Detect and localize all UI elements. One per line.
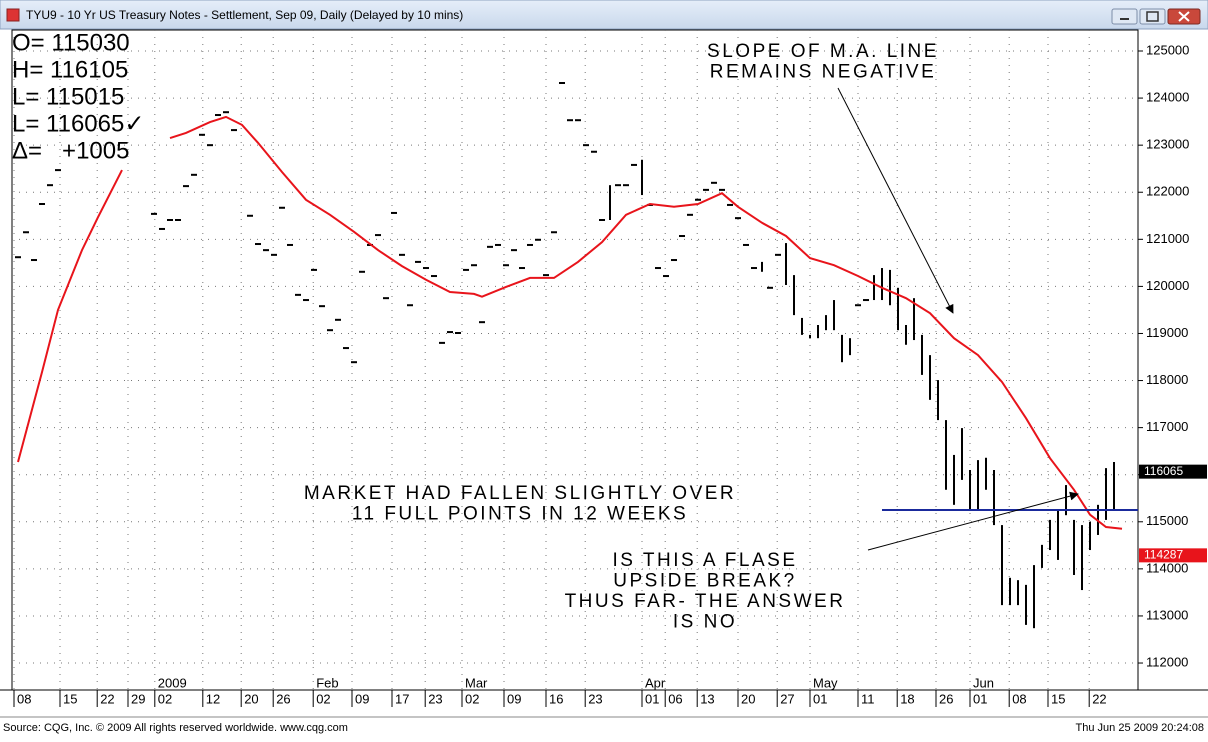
x-tick-label: 09 — [507, 691, 521, 706]
x-tick-label: 11 — [861, 691, 875, 706]
x-month-label: Jun — [973, 675, 994, 690]
x-tick-label: 08 — [17, 691, 31, 706]
x-tick-label: 15 — [1051, 691, 1065, 706]
moving-average-line — [17, 115, 1123, 530]
y-tick-label: 113000 — [1146, 607, 1188, 622]
maximize-icon — [1146, 11, 1159, 22]
info-line: L= 116065✓ — [12, 110, 144, 137]
x-tick-label: 01 — [813, 691, 827, 706]
y-tick-label: 125000 — [1146, 42, 1189, 57]
last-price-label: 116065 — [1144, 464, 1183, 478]
y-tick-label: 121000 — [1146, 231, 1189, 246]
x-tick-label: 16 — [549, 691, 563, 706]
y-tick-label: 117000 — [1146, 419, 1188, 434]
x-tick-label: 12 — [206, 691, 220, 706]
x-tick-label: 02 — [158, 691, 172, 706]
app-icon — [6, 8, 20, 22]
x-tick-label: 20 — [741, 691, 755, 706]
close-icon — [1178, 11, 1190, 22]
x-month-label: May — [813, 675, 838, 690]
x-tick-label: 27 — [780, 691, 794, 706]
x-tick-label: 15 — [63, 691, 77, 706]
x-tick-label: 13 — [700, 691, 714, 706]
x-month-label: Apr — [645, 675, 666, 690]
info-line: H= 116105 — [12, 56, 128, 83]
x-tick-label: 20 — [244, 691, 258, 706]
annotation-text: SLOPE OF M.A. LINE — [707, 41, 939, 62]
ma-price-label: 114287 — [1144, 548, 1183, 562]
y-tick-label: 114000 — [1146, 560, 1188, 575]
info-line: O= 115030 — [12, 29, 130, 56]
y-tick-label: 124000 — [1146, 90, 1189, 105]
x-tick-label: 02 — [316, 691, 330, 706]
annotation-text: IS NO — [673, 612, 737, 633]
annotation-arrow — [867, 491, 1079, 551]
annotation-text: MARKET HAD FALLEN SLIGHTLY OVER — [304, 483, 736, 504]
y-tick-label: 112000 — [1146, 654, 1188, 669]
x-tick-label: 26 — [939, 691, 953, 706]
x-month-label: Mar — [465, 675, 488, 690]
minimize-button[interactable] — [1111, 8, 1138, 25]
last-price-label-box — [1139, 464, 1207, 479]
x-tick-label: 08 — [1012, 691, 1026, 706]
y-tick-label: 120000 — [1146, 278, 1189, 293]
footer-source: Source: CQG, Inc. © 2009 All rights rese… — [3, 722, 348, 734]
footer-timestamp: Thu Jun 25 2009 20:24:08 — [1076, 722, 1204, 734]
annotation-text: 11 FULL POINTS IN 12 WEEKS — [352, 504, 688, 525]
y-tick-label: 118000 — [1146, 372, 1188, 387]
plot-area — [11, 29, 1139, 691]
x-tick-label: 09 — [355, 691, 369, 706]
ma-price-label-box — [1139, 548, 1207, 563]
x-tick-label: 23 — [588, 691, 602, 706]
x-tick-label: 02 — [465, 691, 479, 706]
x-tick-label: 29 — [131, 691, 145, 706]
window-title: TYU9 - 10 Yr US Treasury Notes - Settlem… — [26, 8, 463, 22]
x-tick-label: 26 — [276, 691, 290, 706]
title-bar — [0, 0, 1208, 30]
y-tick-label: 119000 — [1146, 325, 1188, 340]
x-tick-label: 23 — [428, 691, 442, 706]
info-line: Δ= +1005 — [12, 137, 129, 164]
window-buttons — [1111, 8, 1201, 25]
x-tick-label: 18 — [900, 691, 914, 706]
x-tick-label: 06 — [668, 691, 682, 706]
x-tick-label: 01 — [645, 691, 659, 706]
y-tick-label: 115000 — [1146, 513, 1188, 528]
info-line: L= 115015 — [12, 83, 124, 110]
annotation-text: UPSIDE BREAK? — [613, 571, 797, 592]
annotation-text: IS THIS A FLASE — [613, 550, 798, 571]
x-tick-label: 17 — [395, 691, 409, 706]
marks — [15, 82, 1138, 629]
y-tick-label: 122000 — [1146, 184, 1189, 199]
x-tick-label: 22 — [100, 691, 114, 706]
annotation-arrow — [837, 87, 954, 314]
y-tick-label: 123000 — [1146, 137, 1189, 152]
annotation-text: THUS FAR- THE ANSWER — [565, 591, 846, 612]
x-month-label: 2009 — [158, 675, 187, 690]
x-month-label: Feb — [316, 675, 338, 690]
x-tick-label: 01 — [973, 691, 987, 706]
annotation-text: REMAINS NEGATIVE — [710, 62, 937, 83]
x-tick-label: 22 — [1092, 691, 1106, 706]
